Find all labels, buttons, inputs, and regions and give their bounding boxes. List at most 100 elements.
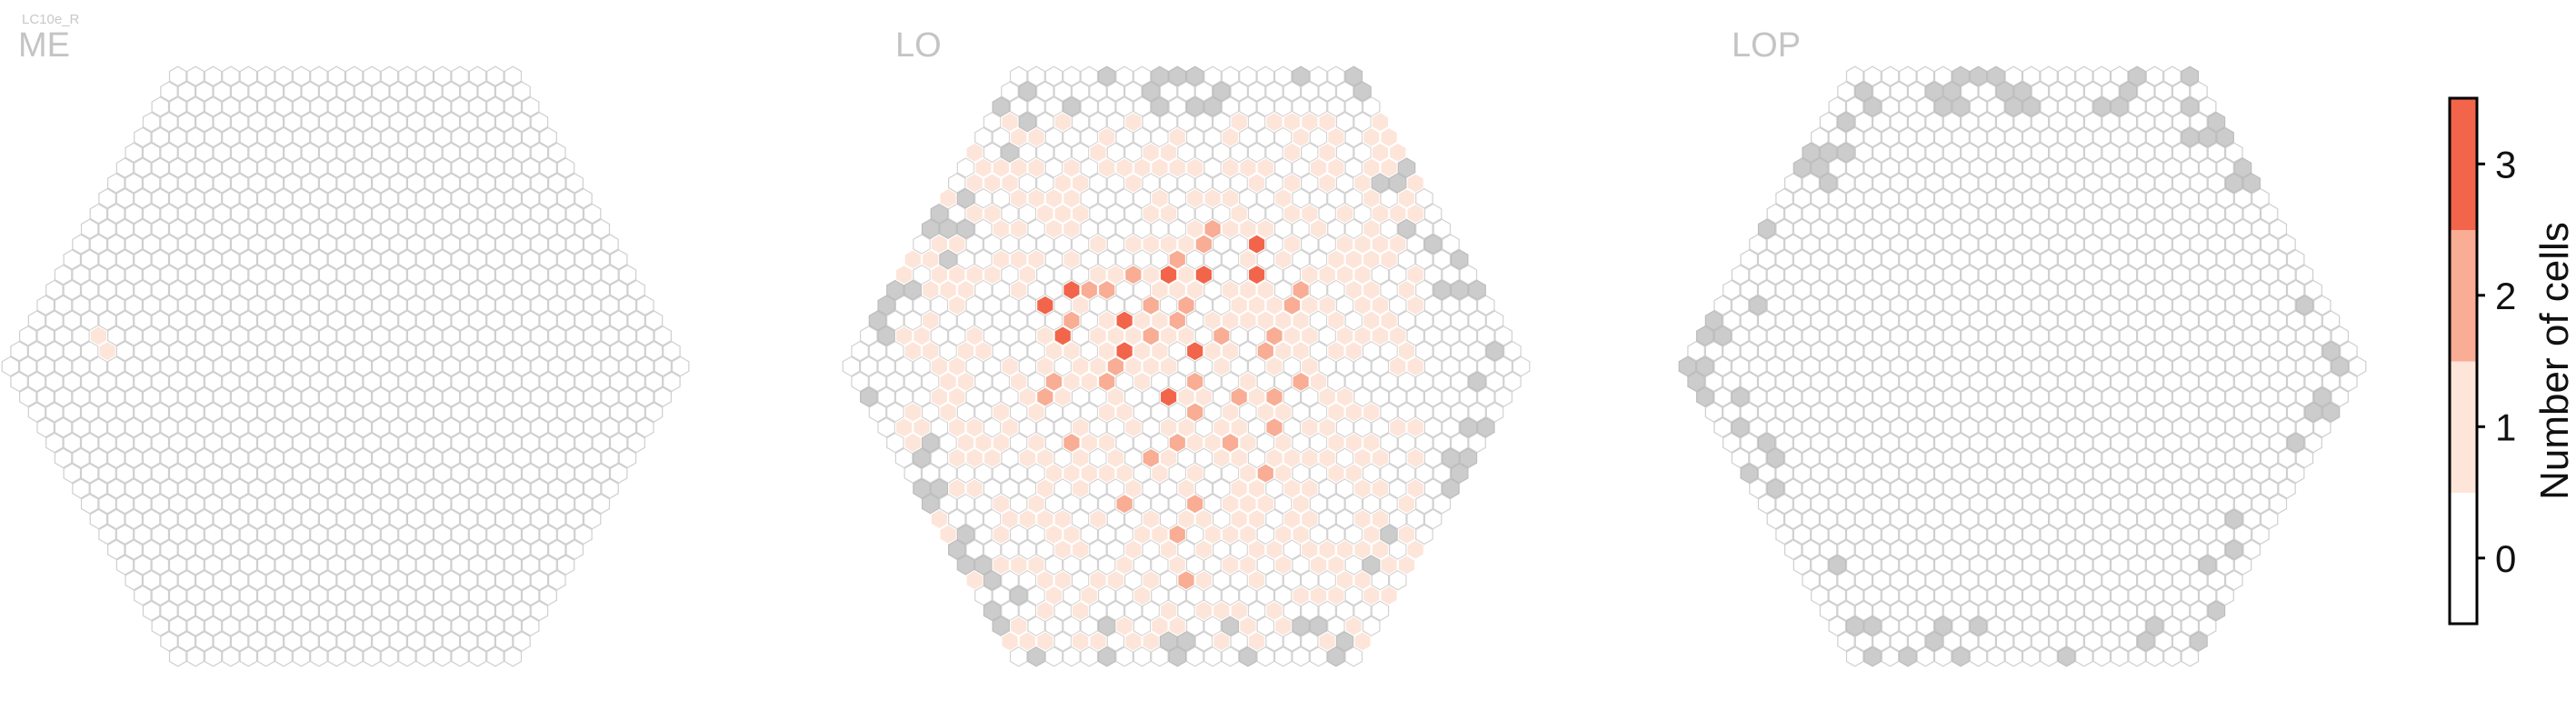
hex-cell bbox=[222, 157, 240, 178]
hex-cell bbox=[2207, 447, 2226, 469]
hex-cell bbox=[2013, 264, 2032, 285]
hex-cell bbox=[213, 508, 231, 530]
hex-cell bbox=[1185, 187, 1204, 209]
hex-cell bbox=[1044, 463, 1063, 484]
hex-cell bbox=[1194, 416, 1213, 438]
hex-cell-uncovered bbox=[1969, 616, 1988, 636]
hex-cell bbox=[2190, 386, 2208, 407]
hex-cell bbox=[1933, 310, 1952, 331]
hex-cell bbox=[204, 463, 223, 484]
hex-cell bbox=[1995, 203, 2014, 225]
hex-cell bbox=[1063, 585, 1081, 606]
hex-cell bbox=[504, 432, 523, 454]
hex-cell bbox=[2295, 355, 2314, 377]
hex-cell bbox=[125, 234, 143, 255]
hex-cell bbox=[1063, 646, 1081, 667]
hex-cell bbox=[2252, 310, 2270, 331]
hex-cell bbox=[1185, 585, 1204, 606]
hex-cell bbox=[2040, 187, 2058, 209]
hex-cell bbox=[2102, 569, 2120, 591]
hex-cell bbox=[363, 402, 381, 423]
hex-cell bbox=[239, 340, 258, 362]
hex-cell bbox=[521, 126, 540, 148]
hex-cell bbox=[521, 340, 540, 362]
hex-cell bbox=[1071, 264, 1090, 285]
hex-cell bbox=[1089, 539, 1107, 560]
hex-cell bbox=[1704, 340, 1723, 362]
hex-cell bbox=[1907, 173, 1926, 194]
hex-cell-uncovered bbox=[1811, 157, 1829, 178]
hex-cell bbox=[486, 371, 504, 393]
hex-cell bbox=[1907, 264, 1926, 285]
hex-cell bbox=[398, 463, 416, 484]
hex-cell bbox=[442, 447, 461, 469]
hex-cell bbox=[213, 295, 231, 316]
hex-cell bbox=[521, 555, 540, 576]
hex-cell bbox=[433, 249, 452, 270]
hex-cell bbox=[1018, 142, 1037, 164]
hex-cell bbox=[72, 234, 90, 255]
hex-cell bbox=[2110, 646, 2129, 667]
hex-cell bbox=[2172, 173, 2191, 194]
hex-cell bbox=[98, 463, 116, 484]
hex-cell bbox=[424, 508, 443, 530]
hex-cell bbox=[1044, 402, 1063, 423]
hex-cell bbox=[433, 463, 452, 484]
hex-cell bbox=[1239, 218, 1257, 240]
hex-cell bbox=[1256, 279, 1275, 301]
hex-cell bbox=[1890, 203, 1908, 225]
hex-cell bbox=[80, 249, 99, 270]
hex-cell bbox=[354, 508, 373, 530]
hex-cell bbox=[939, 432, 957, 454]
hex-cell bbox=[2128, 126, 2146, 148]
hex-cell bbox=[2083, 111, 2102, 133]
hex-cell bbox=[948, 355, 966, 377]
hex-cell bbox=[256, 585, 275, 606]
hex-cell bbox=[1890, 234, 1908, 255]
hex-cell bbox=[921, 249, 940, 270]
hex-cell bbox=[556, 249, 575, 270]
hex-cell bbox=[336, 539, 354, 560]
hex-cell bbox=[486, 187, 504, 209]
hex-cell bbox=[2102, 111, 2120, 133]
hex-cell bbox=[2083, 295, 2102, 316]
hex-cell bbox=[1406, 295, 1424, 316]
hex-cell bbox=[956, 279, 975, 301]
hex-cell-uncovered bbox=[1185, 65, 1204, 87]
hex-cell bbox=[1247, 295, 1266, 316]
hex-cell bbox=[265, 355, 285, 377]
hex-cell bbox=[1256, 555, 1275, 576]
hex-cell bbox=[2075, 187, 2093, 209]
hex-cell bbox=[424, 264, 443, 285]
hex-cell bbox=[1819, 478, 1838, 499]
hex-cell bbox=[894, 355, 914, 377]
hex-cell bbox=[98, 432, 116, 454]
hex-cell bbox=[1854, 416, 1873, 438]
hex-cell bbox=[2145, 402, 2164, 423]
hex-cell bbox=[2040, 249, 2058, 270]
hex-cell bbox=[372, 142, 390, 164]
hex-cell bbox=[1318, 508, 1336, 530]
hex-cell bbox=[1001, 111, 1019, 133]
hex-cell bbox=[1828, 187, 1847, 209]
hex-cell bbox=[292, 371, 311, 393]
hex-cell bbox=[513, 234, 531, 255]
hex-cell bbox=[1362, 187, 1381, 209]
hex-cell bbox=[1159, 203, 1178, 225]
hex-cell-uncovered bbox=[921, 493, 940, 515]
hex-cell bbox=[1969, 371, 1988, 393]
hex-cell bbox=[1273, 463, 1293, 484]
hex-cell bbox=[1124, 600, 1143, 622]
hex-cell bbox=[2207, 355, 2226, 377]
hex-cell bbox=[2128, 402, 2146, 423]
hex-cell bbox=[477, 416, 495, 438]
hex-cell bbox=[98, 493, 116, 515]
hex-cell bbox=[1009, 432, 1028, 454]
hex-cell bbox=[389, 234, 407, 255]
hex-cell bbox=[1124, 234, 1143, 255]
hex-cell-uncovered bbox=[1468, 279, 1486, 301]
hex-cell-uncovered bbox=[2181, 96, 2200, 117]
hex-cell bbox=[1283, 173, 1302, 194]
hex-cell bbox=[1389, 264, 1407, 285]
hex-cell bbox=[565, 203, 584, 225]
